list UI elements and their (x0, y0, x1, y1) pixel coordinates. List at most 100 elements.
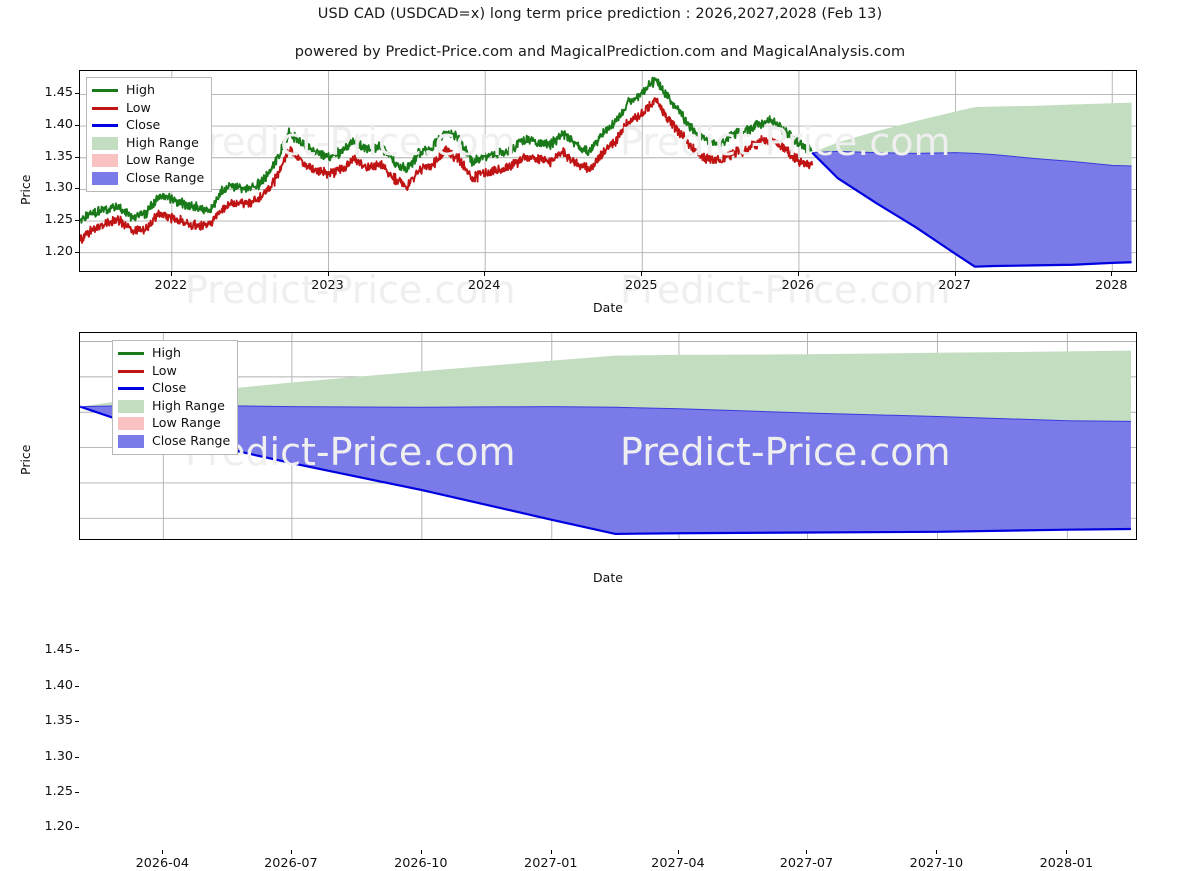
legend-label: High (152, 345, 181, 361)
legend-label: Low Range (126, 152, 195, 168)
x-tick-label: 2028-01 (1039, 856, 1094, 871)
legend-swatch-high-icon (92, 84, 118, 98)
x-tick-mark (954, 272, 956, 276)
top-chart-svg (80, 71, 1136, 271)
y-tick-label: 1.35 (44, 713, 74, 729)
legend-item-high-range: High Range (118, 398, 230, 416)
x-tick-mark (170, 272, 172, 276)
legend-swatch-low-range-icon (92, 154, 118, 168)
y-tick-mark (75, 721, 79, 723)
x-tick-mark (641, 272, 643, 276)
x-tick-label: 2026 (781, 278, 815, 293)
y-tick-mark (75, 685, 79, 687)
y-tick-label: 1.45 (44, 85, 74, 101)
x-tick-mark (420, 850, 422, 854)
x-tick-label: 2027-01 (524, 856, 578, 871)
bottom-chart-panel: Price Predict-Price.com Predict-Price.co… (0, 310, 1200, 871)
legend-item-close: Close (118, 380, 230, 398)
x-tick-label: 2027-07 (779, 856, 834, 871)
legend-swatch-high-range-icon (92, 136, 118, 150)
top-plot-area (79, 70, 1137, 272)
bottom-chart-legend: High Low Close High Range Low Range Close Ran… (112, 340, 239, 455)
y-tick-label: 1.35 (44, 148, 74, 164)
legend-item-close: Close (92, 117, 204, 135)
bottom-chart-svg (80, 333, 1136, 539)
page-subtitle: powered by Predict-Price.com and Magical… (294, 44, 906, 60)
x-tick-mark (327, 272, 329, 276)
y-tick-mark (75, 251, 79, 253)
y-tick-mark (75, 220, 79, 222)
legend-label: Low (152, 362, 177, 378)
y-tick-label: 1.45 (44, 642, 74, 658)
legend-swatch-close-icon (118, 382, 144, 396)
y-tick-label: 1.30 (44, 748, 74, 764)
x-tick-label: 2027-04 (651, 856, 705, 871)
x-tick-label: 2026-04 (135, 856, 190, 871)
y-tick-mark (75, 93, 79, 95)
y-tick-label: 1.40 (44, 117, 74, 133)
x-tick-label: 2026-10 (394, 856, 448, 871)
x-tick-mark (806, 850, 808, 854)
legend-item-low: Low (118, 363, 230, 381)
legend-item-low-range: Low Range (118, 415, 230, 433)
x-tick-mark (936, 850, 938, 854)
x-tick-label: 2027 (938, 278, 971, 293)
legend-item-high: High (118, 345, 230, 363)
legend-swatch-low-icon (92, 101, 118, 115)
page-title: USD CAD (USDCAD=x) long term price predi… (317, 6, 883, 22)
x-tick-label: 2028 (1094, 278, 1128, 293)
x-tick-mark (1066, 850, 1068, 854)
x-tick-mark (677, 850, 679, 854)
y-tick-mark (75, 156, 79, 158)
x-tick-label: 2022 (154, 278, 188, 293)
y-tick-mark (75, 188, 79, 190)
legend-label: Close (152, 380, 187, 396)
y-tick-mark (75, 827, 79, 829)
x-tick-mark (484, 272, 486, 276)
top-chart-legend: High Low Close High Range Low Range Close Ran… (86, 77, 213, 192)
y-tick-label: 1.30 (44, 180, 74, 196)
legend-swatch-low-range-icon (118, 417, 144, 431)
legend-item-low-range: Low Range (92, 152, 204, 170)
legend-item-close-range: Close Range (92, 170, 204, 188)
bottom-y-axis-label: Price (18, 444, 33, 476)
legend-swatch-close-icon (92, 119, 118, 133)
x-tick-label: 2027-10 (909, 856, 964, 871)
y-tick-label: 1.25 (44, 783, 74, 799)
x-tick-label: 2025 (624, 278, 658, 293)
legend-swatch-close-range-icon (92, 171, 118, 185)
y-tick-label: 1.25 (44, 212, 74, 228)
x-tick-mark (1111, 272, 1113, 276)
legend-swatch-low-icon (118, 364, 144, 378)
legend-label: Close Range (152, 432, 231, 448)
legend-swatch-high-range-icon (118, 399, 144, 413)
legend-item-close-range: Close Range (118, 433, 230, 451)
y-tick-mark (75, 125, 79, 127)
y-tick-mark (75, 650, 79, 652)
bottom-x-axis-label: Date (593, 570, 623, 585)
y-tick-label: 1.20 (44, 819, 74, 835)
legend-item-low: Low (92, 100, 204, 118)
x-tick-label: 2023 (311, 278, 344, 293)
legend-swatch-high-icon (118, 347, 144, 361)
legend-label: High Range (152, 397, 225, 413)
legend-label: High (126, 82, 155, 98)
top-chart-panel: Price Predict-Price.com Predict-Price.co… (0, 0, 1200, 315)
y-tick-label: 1.20 (44, 243, 74, 259)
x-tick-mark (550, 850, 552, 854)
legend-item-high-range: High Range (92, 135, 204, 153)
x-tick-mark (797, 272, 799, 276)
x-tick-mark (290, 850, 292, 854)
bottom-plot-area (79, 332, 1137, 540)
x-tick-mark (162, 850, 164, 854)
y-tick-mark (75, 791, 79, 793)
legend-item-high: High (92, 82, 204, 100)
y-tick-label: 1.40 (44, 677, 74, 693)
x-tick-label: 2024 (467, 278, 501, 293)
x-tick-label: 2026-07 (264, 856, 318, 871)
legend-label: Low Range (152, 415, 221, 431)
legend-swatch-close-range-icon (118, 434, 144, 448)
legend-label: Close (126, 117, 161, 133)
legend-label: Close Range (126, 169, 205, 185)
